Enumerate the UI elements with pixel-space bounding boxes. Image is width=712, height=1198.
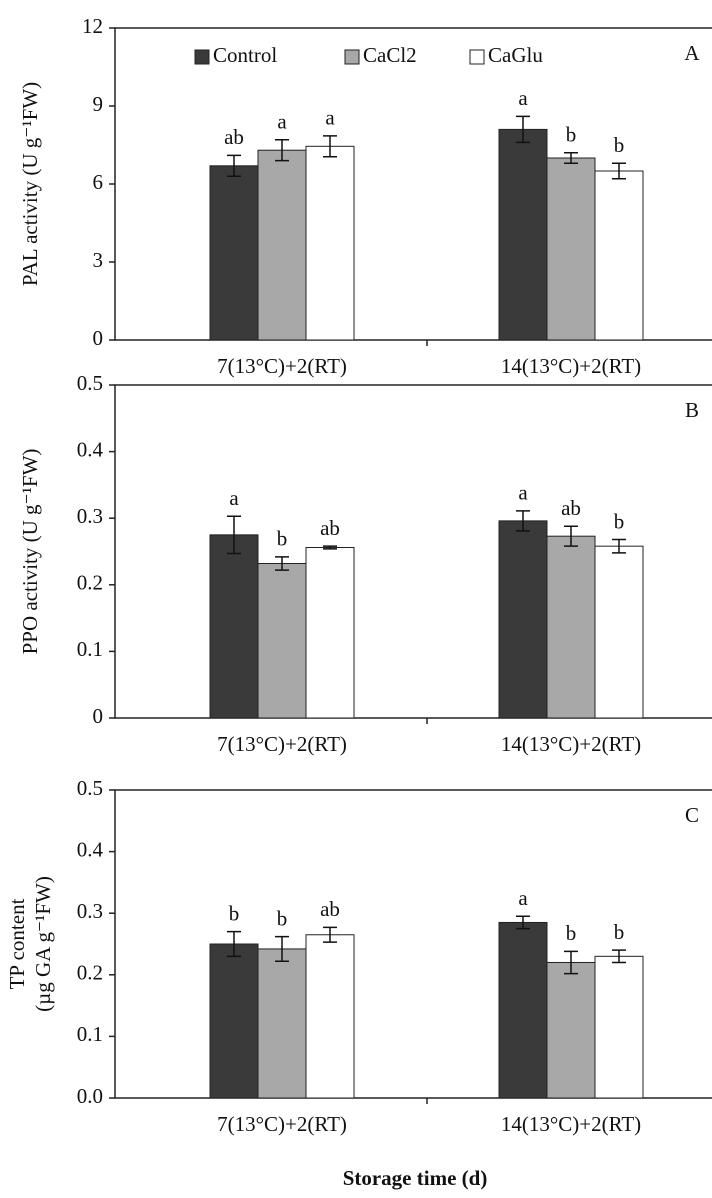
error-bar: [564, 950, 578, 975]
error-bar: [323, 926, 337, 943]
significance-letter: b: [614, 509, 625, 533]
y-tick-label: 0.1: [77, 637, 103, 661]
bar: [594, 955, 644, 1099]
bar: [209, 534, 259, 719]
y-tick-label: 0.5: [77, 371, 103, 395]
plot-frame: [114, 384, 712, 719]
significance-letter: b: [229, 901, 240, 925]
significance-letter: ab: [320, 897, 340, 921]
y-tick-label: 0.3: [77, 899, 103, 923]
significance-letter: b: [614, 133, 625, 157]
legend-swatch: [344, 49, 360, 65]
y-tick-label: 0.4: [77, 837, 104, 861]
error-bar: [227, 930, 241, 958]
error-bar: [516, 915, 530, 930]
bar: [546, 961, 596, 1099]
bar: [257, 149, 307, 341]
bar: [209, 943, 259, 1099]
x-tick-label: 14(13°C)+2(RT): [501, 354, 641, 378]
x-tick-label: 14(13°C)+2(RT): [501, 732, 641, 756]
significance-letter: a: [518, 886, 528, 910]
significance-letter: a: [277, 110, 287, 134]
error-bar: [564, 525, 578, 547]
error-bar: [323, 135, 337, 158]
x-tick-label: 7(13°C)+2(RT): [217, 354, 347, 378]
significance-letter: b: [566, 123, 577, 147]
error-bar: [275, 556, 289, 571]
y-tick-label: 0: [93, 326, 104, 350]
bar: [546, 157, 596, 341]
panel-letter: B: [685, 398, 699, 422]
y-tick-label: 0.2: [77, 571, 103, 595]
bar: [546, 535, 596, 719]
significance-letter: ab: [561, 496, 581, 520]
bar: [305, 547, 355, 719]
legend-label: Control: [213, 43, 277, 67]
y-tick-label: 0.5: [77, 776, 103, 800]
panel-letter: A: [684, 41, 700, 65]
y-tick-label: 0.4: [77, 437, 104, 461]
y-tick-label: 0.2: [77, 961, 103, 985]
x-tick-label: 7(13°C)+2(RT): [217, 732, 347, 756]
legend-label: CaGlu: [488, 43, 543, 67]
significance-letter: b: [566, 921, 577, 945]
bar: [305, 934, 355, 1099]
error-bar: [323, 545, 337, 550]
y-tick-label: 6: [93, 170, 104, 194]
x-tick-label: 14(13°C)+2(RT): [501, 1112, 641, 1136]
bar: [257, 948, 307, 1099]
error-bar: [275, 935, 289, 962]
bar: [498, 921, 548, 1099]
x-axis-label: Storage time (d): [343, 1166, 488, 1190]
legend-swatch: [469, 49, 485, 65]
bar: [594, 170, 644, 341]
plot-frame: [114, 789, 712, 1099]
bar: [209, 165, 259, 341]
significance-letter: b: [277, 527, 288, 551]
y-tick-label: 0.3: [77, 504, 103, 528]
panel-letter: C: [685, 803, 699, 827]
error-bar: [516, 510, 530, 532]
bar: [257, 562, 307, 719]
y-tick-label: 9: [93, 92, 104, 116]
significance-letter: a: [518, 86, 528, 110]
significance-letter: a: [325, 106, 335, 130]
error-bar: [275, 139, 289, 162]
legend-swatch: [194, 49, 210, 65]
error-bar: [612, 949, 626, 964]
x-tick-label: 7(13°C)+2(RT): [217, 1112, 347, 1136]
significance-letter: a: [229, 486, 239, 510]
y-axis-label: TP content: [5, 898, 29, 989]
y-tick-label: 0: [93, 704, 104, 728]
significance-letter: ab: [320, 516, 340, 540]
significance-letter: b: [277, 906, 288, 930]
bar: [498, 128, 548, 341]
error-bar: [612, 162, 626, 180]
y-axis-label: PPO activity (U g⁻¹FW): [18, 449, 42, 655]
y-axis-label: PAL activity (U g⁻¹FW): [18, 82, 42, 286]
y-tick-label: 12: [82, 14, 103, 38]
y-tick-label: 0.0: [77, 1084, 103, 1108]
significance-letter: ab: [224, 125, 244, 149]
error-bar: [516, 115, 530, 144]
error-bar: [227, 154, 241, 177]
bar: [305, 145, 355, 341]
legend-label: CaCl2: [363, 43, 417, 67]
y-tick-label: 3: [93, 248, 104, 272]
error-bar: [612, 538, 626, 554]
error-bar: [227, 515, 241, 555]
y-tick-label: 0.1: [77, 1022, 103, 1046]
significance-letter: b: [614, 920, 625, 944]
bar: [594, 545, 644, 719]
significance-letter: a: [518, 481, 528, 505]
y-axis-label: (µg GA g⁻¹FW): [31, 876, 55, 1012]
bar: [498, 520, 548, 719]
error-bar: [564, 152, 578, 164]
